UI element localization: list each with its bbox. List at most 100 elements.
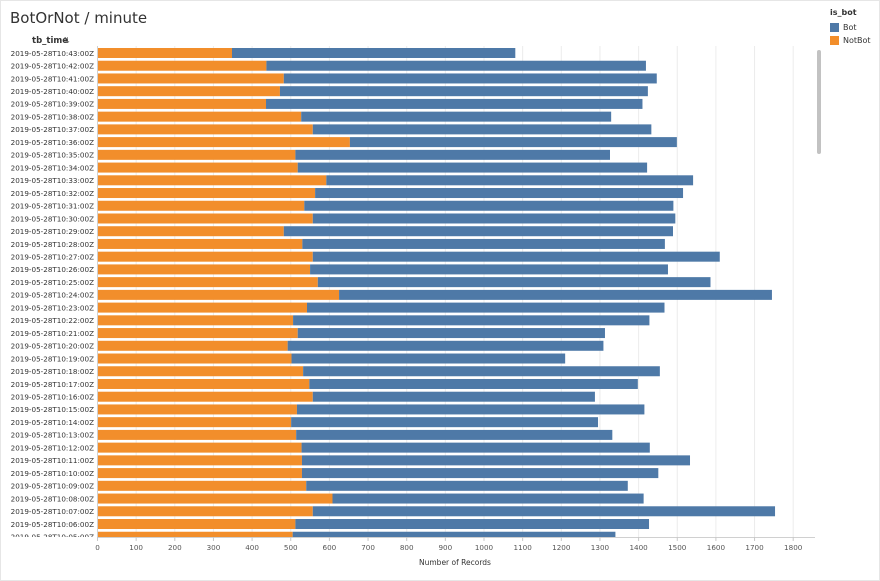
bar-bot[interactable] <box>304 200 674 211</box>
x-tick-label: 1300 <box>591 543 610 552</box>
row-label: 2019-05-28T10:39:00Z <box>11 100 94 109</box>
bar-bot[interactable] <box>297 162 648 173</box>
bar-notbot[interactable] <box>97 442 302 453</box>
legend-item-notbot[interactable]: NotBot <box>830 34 871 47</box>
bar-bot[interactable] <box>301 468 659 479</box>
scrollbar-thumb[interactable] <box>817 50 821 154</box>
bar-notbot[interactable] <box>97 404 297 415</box>
bar-notbot[interactable] <box>97 391 313 402</box>
bar-bot[interactable] <box>306 302 665 313</box>
bar-bot[interactable] <box>339 289 772 300</box>
sort-icon[interactable]: ⇅ <box>63 36 70 45</box>
x-tick-label: 100 <box>129 543 143 552</box>
bar-notbot[interactable] <box>97 328 298 339</box>
bar-bot[interactable] <box>312 251 720 262</box>
bar-notbot[interactable] <box>97 506 313 517</box>
bar-bot[interactable] <box>303 366 660 377</box>
row-label: 2019-05-28T10:21:00Z <box>11 329 94 338</box>
bar-bot[interactable] <box>309 378 638 389</box>
bar-bot[interactable] <box>301 455 691 466</box>
bar-notbot[interactable] <box>97 531 293 542</box>
bar-bot[interactable] <box>293 315 650 326</box>
bar-bot[interactable] <box>349 137 677 148</box>
row-label: 2019-05-28T10:16:00Z <box>11 393 94 402</box>
bar-notbot[interactable] <box>97 48 233 58</box>
bar-notbot[interactable] <box>97 519 296 530</box>
bar-notbot[interactable] <box>97 124 313 135</box>
bar-notbot[interactable] <box>97 98 267 109</box>
row-label: 2019-05-28T10:08:00Z <box>11 494 94 503</box>
bar-bot[interactable] <box>332 493 644 504</box>
legend-swatch-bot <box>830 23 839 32</box>
bar-notbot[interactable] <box>97 213 313 224</box>
bar-bot[interactable] <box>283 226 673 237</box>
bar-bot[interactable] <box>266 98 643 109</box>
bar-bot[interactable] <box>287 340 604 351</box>
bar-bot[interactable] <box>291 353 566 364</box>
bar-bot[interactable] <box>301 442 650 453</box>
bar-bot[interactable] <box>312 124 652 135</box>
bar-notbot[interactable] <box>97 175 327 186</box>
bar-bot[interactable] <box>292 531 616 542</box>
bar-notbot[interactable] <box>97 366 304 377</box>
bar-bot[interactable] <box>301 111 612 122</box>
bar-bot[interactable] <box>312 213 676 224</box>
bar-notbot[interactable] <box>97 162 298 173</box>
row-label: 2019-05-28T10:19:00Z <box>11 354 94 363</box>
x-tick-label: 1000 <box>475 543 494 552</box>
bar-bot[interactable] <box>291 417 599 428</box>
bar-notbot[interactable] <box>97 200 305 211</box>
chart-title: BotOrNot / minute <box>10 9 148 27</box>
bar-notbot[interactable] <box>97 137 350 148</box>
bar-notbot[interactable] <box>97 353 292 364</box>
bar-notbot[interactable] <box>97 340 288 351</box>
bar-bot[interactable] <box>266 60 646 71</box>
bar-bot[interactable] <box>317 277 711 288</box>
bar-bot[interactable] <box>296 404 645 415</box>
bar-bot[interactable] <box>279 86 648 97</box>
bar-bot[interactable] <box>232 48 516 58</box>
row-label: 2019-05-28T10:30:00Z <box>11 214 94 223</box>
legend-item-bot[interactable]: Bot <box>830 21 871 34</box>
bar-bot[interactable] <box>310 264 668 275</box>
bar-notbot[interactable] <box>97 315 294 326</box>
bar-notbot[interactable] <box>97 188 316 199</box>
bar-bot[interactable] <box>326 175 694 186</box>
bar-notbot[interactable] <box>97 468 302 479</box>
bar-notbot[interactable] <box>97 73 284 84</box>
bar-bot[interactable] <box>296 429 613 440</box>
bar-bot[interactable] <box>302 238 665 249</box>
bar-bot[interactable] <box>295 519 650 530</box>
row-label: 2019-05-28T10:22:00Z <box>11 316 94 325</box>
bar-notbot[interactable] <box>97 289 340 300</box>
legend: is_bot Bot NotBot <box>830 8 871 47</box>
bar-notbot[interactable] <box>97 493 333 504</box>
bar-notbot[interactable] <box>97 429 297 440</box>
bar-bot[interactable] <box>283 73 657 84</box>
bar-notbot[interactable] <box>97 251 313 262</box>
bar-notbot[interactable] <box>97 378 310 389</box>
x-tick-label: 1800 <box>784 543 803 552</box>
bar-notbot[interactable] <box>97 480 307 491</box>
bar-bot[interactable] <box>297 328 605 339</box>
bar-notbot[interactable] <box>97 86 280 97</box>
bar-notbot[interactable] <box>97 417 292 428</box>
x-tick-label: 1400 <box>629 543 648 552</box>
bar-bot[interactable] <box>295 149 610 160</box>
bar-notbot[interactable] <box>97 149 296 160</box>
bar-notbot[interactable] <box>97 226 284 237</box>
bar-notbot[interactable] <box>97 111 302 122</box>
bar-bot[interactable] <box>312 506 776 517</box>
bar-notbot[interactable] <box>97 60 267 71</box>
row-label: 2019-05-28T10:17:00Z <box>11 380 94 389</box>
bar-notbot[interactable] <box>97 264 311 275</box>
rows: 2019-05-28T10:43:00Z 2019-05-28T10:42:00Z… <box>11 48 776 542</box>
x-tick-label: 300 <box>207 543 221 552</box>
bar-bot[interactable] <box>312 391 595 402</box>
bar-notbot[interactable] <box>97 238 303 249</box>
bar-notbot[interactable] <box>97 277 318 288</box>
bar-bot[interactable] <box>315 188 684 199</box>
bar-bot[interactable] <box>306 480 628 491</box>
bar-notbot[interactable] <box>97 455 302 466</box>
bar-notbot[interactable] <box>97 302 307 313</box>
